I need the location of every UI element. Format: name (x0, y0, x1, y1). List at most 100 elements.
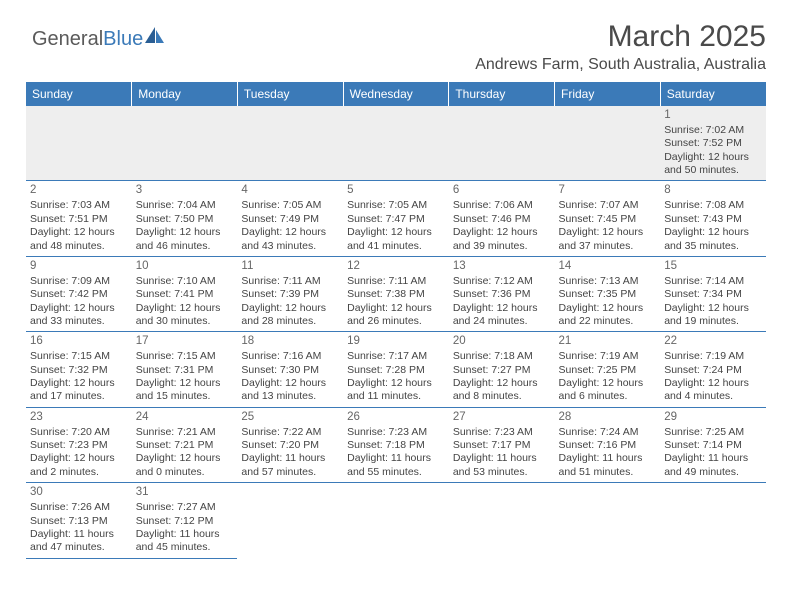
day-info-line: Sunset: 7:21 PM (136, 439, 234, 452)
day-info-line: Sunrise: 7:09 AM (30, 275, 128, 288)
day-info-line: and 19 minutes. (664, 315, 762, 328)
day-info-line: and 33 minutes. (30, 315, 128, 328)
day-info-line: and 8 minutes. (453, 390, 551, 403)
day-info-line: Sunset: 7:14 PM (664, 439, 762, 452)
weekday-header: Monday (132, 82, 238, 106)
day-info-line: Sunrise: 7:23 AM (347, 426, 445, 439)
day-info-line: Sunset: 7:45 PM (559, 213, 657, 226)
calendar-day-cell: 17Sunrise: 7:15 AMSunset: 7:31 PMDayligh… (132, 332, 238, 407)
day-number: 13 (453, 259, 551, 274)
calendar-day-cell (449, 483, 555, 558)
day-info-line: Sunrise: 7:27 AM (136, 501, 234, 514)
calendar-day-cell (237, 106, 343, 181)
day-info-line: Sunrise: 7:07 AM (559, 199, 657, 212)
day-info-line: and 37 minutes. (559, 240, 657, 253)
day-number: 4 (241, 183, 339, 198)
calendar-day-cell (555, 106, 661, 181)
day-info-line: and 4 minutes. (664, 390, 762, 403)
calendar-day-cell (26, 106, 132, 181)
day-info-line: Daylight: 12 hours (30, 452, 128, 465)
day-info-line: and 48 minutes. (30, 240, 128, 253)
day-info-line: Daylight: 11 hours (136, 528, 234, 541)
day-info-line: and 17 minutes. (30, 390, 128, 403)
weekday-header: Sunday (26, 82, 132, 106)
calendar-day-cell: 5Sunrise: 7:05 AMSunset: 7:47 PMDaylight… (343, 181, 449, 256)
calendar-day-cell: 25Sunrise: 7:22 AMSunset: 7:20 PMDayligh… (237, 407, 343, 482)
day-info-line: Sunset: 7:43 PM (664, 213, 762, 226)
day-info-line: Daylight: 12 hours (241, 226, 339, 239)
sail-icon (145, 26, 165, 49)
calendar-day-cell: 24Sunrise: 7:21 AMSunset: 7:21 PMDayligh… (132, 407, 238, 482)
day-info-line: and 41 minutes. (347, 240, 445, 253)
logo-text-1: General (32, 28, 103, 51)
calendar-day-cell: 13Sunrise: 7:12 AMSunset: 7:36 PMDayligh… (449, 256, 555, 331)
day-number: 18 (241, 334, 339, 349)
day-number: 3 (136, 183, 234, 198)
day-info-line: Daylight: 12 hours (347, 377, 445, 390)
day-info-line: and 35 minutes. (664, 240, 762, 253)
calendar-day-cell: 1Sunrise: 7:02 AMSunset: 7:52 PMDaylight… (660, 106, 766, 181)
day-info-line: and 2 minutes. (30, 466, 128, 479)
day-number: 21 (559, 334, 657, 349)
calendar-day-cell: 12Sunrise: 7:11 AMSunset: 7:38 PMDayligh… (343, 256, 449, 331)
calendar-week-row: 9Sunrise: 7:09 AMSunset: 7:42 PMDaylight… (26, 256, 766, 331)
day-info-line: Sunset: 7:52 PM (664, 137, 762, 150)
day-info-line: Sunset: 7:32 PM (30, 364, 128, 377)
day-info-line: Daylight: 12 hours (453, 226, 551, 239)
weekday-header-row: Sunday Monday Tuesday Wednesday Thursday… (26, 82, 766, 106)
calendar-day-cell: 15Sunrise: 7:14 AMSunset: 7:34 PMDayligh… (660, 256, 766, 331)
calendar-day-cell: 7Sunrise: 7:07 AMSunset: 7:45 PMDaylight… (555, 181, 661, 256)
day-info-line: and 47 minutes. (30, 541, 128, 554)
day-info-line: Daylight: 12 hours (136, 226, 234, 239)
calendar-day-cell: 21Sunrise: 7:19 AMSunset: 7:25 PMDayligh… (555, 332, 661, 407)
day-info-line: and 39 minutes. (453, 240, 551, 253)
day-info-line: Daylight: 12 hours (453, 377, 551, 390)
day-info-line: and 45 minutes. (136, 541, 234, 554)
day-info-line: Sunrise: 7:14 AM (664, 275, 762, 288)
day-info-line: Daylight: 11 hours (347, 452, 445, 465)
day-info-line: Sunrise: 7:03 AM (30, 199, 128, 212)
calendar-day-cell (660, 483, 766, 558)
day-info-line: Daylight: 11 hours (664, 452, 762, 465)
day-info-line: Sunrise: 7:05 AM (241, 199, 339, 212)
calendar-day-cell (132, 106, 238, 181)
day-info-line: Sunrise: 7:26 AM (30, 501, 128, 514)
calendar-day-cell (555, 483, 661, 558)
day-info-line: Daylight: 12 hours (664, 302, 762, 315)
day-info-line: and 11 minutes. (347, 390, 445, 403)
day-info-line: Daylight: 12 hours (30, 302, 128, 315)
day-number: 25 (241, 410, 339, 425)
day-info-line: Sunset: 7:18 PM (347, 439, 445, 452)
day-info-line: Daylight: 12 hours (136, 302, 234, 315)
day-info-line: Sunrise: 7:10 AM (136, 275, 234, 288)
day-info-line: and 6 minutes. (559, 390, 657, 403)
day-info-line: Daylight: 12 hours (347, 226, 445, 239)
day-info-line: Daylight: 11 hours (559, 452, 657, 465)
weekday-header: Wednesday (343, 82, 449, 106)
day-info-line: Daylight: 12 hours (30, 377, 128, 390)
weekday-header: Thursday (449, 82, 555, 106)
day-number: 23 (30, 410, 128, 425)
calendar-day-cell (343, 106, 449, 181)
calendar-week-row: 30Sunrise: 7:26 AMSunset: 7:13 PMDayligh… (26, 483, 766, 558)
day-number: 22 (664, 334, 762, 349)
day-info-line: and 43 minutes. (241, 240, 339, 253)
day-info-line: Daylight: 12 hours (136, 377, 234, 390)
day-info-line: Daylight: 11 hours (453, 452, 551, 465)
day-info-line: Sunrise: 7:20 AM (30, 426, 128, 439)
calendar-week-row: 23Sunrise: 7:20 AMSunset: 7:23 PMDayligh… (26, 407, 766, 482)
calendar-day-cell: 11Sunrise: 7:11 AMSunset: 7:39 PMDayligh… (237, 256, 343, 331)
calendar-day-cell (449, 106, 555, 181)
day-info-line: Sunrise: 7:19 AM (559, 350, 657, 363)
day-info-line: Sunrise: 7:04 AM (136, 199, 234, 212)
day-number: 9 (30, 259, 128, 274)
day-info-line: Sunrise: 7:06 AM (453, 199, 551, 212)
day-info-line: and 28 minutes. (241, 315, 339, 328)
day-info-line: Sunrise: 7:18 AM (453, 350, 551, 363)
day-number: 14 (559, 259, 657, 274)
day-number: 20 (453, 334, 551, 349)
day-number: 30 (30, 485, 128, 500)
calendar-body: 1Sunrise: 7:02 AMSunset: 7:52 PMDaylight… (26, 106, 766, 558)
day-number: 29 (664, 410, 762, 425)
day-info-line: Daylight: 12 hours (559, 226, 657, 239)
